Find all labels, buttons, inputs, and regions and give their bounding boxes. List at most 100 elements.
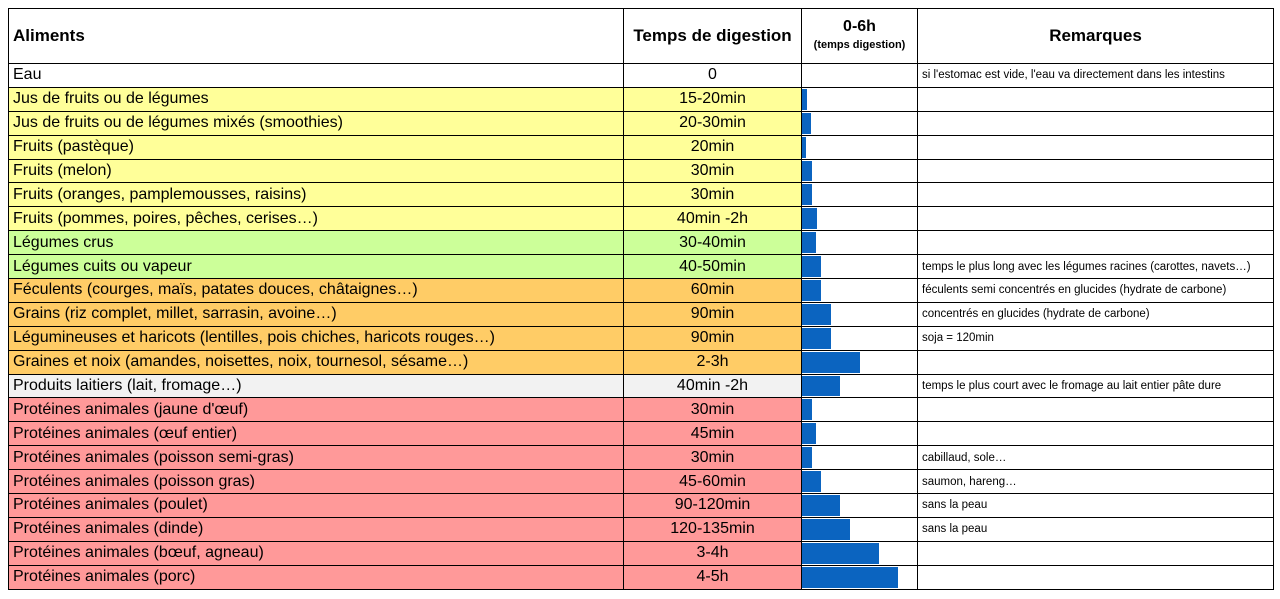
remark-cell: temps le plus court avec le fromage au l… xyxy=(917,373,1274,399)
data-bar xyxy=(802,542,879,564)
aliment-cell: Légumes crus xyxy=(8,230,624,256)
bar-cell xyxy=(801,134,918,160)
aliment-cell: Protéines animales (jaune d'œuf) xyxy=(8,397,624,423)
temps-cell: 30min xyxy=(623,445,802,471)
temps-cell: 90min xyxy=(623,325,802,351)
temps-cell: 30min xyxy=(623,182,802,208)
aliment-cell: Légumes cuits ou vapeur xyxy=(8,254,624,280)
aliment-cell: Fruits (pastèque) xyxy=(8,134,624,160)
data-bar xyxy=(802,423,817,445)
temps-cell: 120-135min xyxy=(623,516,802,542)
remark-cell xyxy=(917,158,1274,184)
table-row: Légumineuses et haricots (lentilles, poi… xyxy=(8,325,1274,351)
data-bar xyxy=(802,375,841,397)
remark-cell: saumon, hareng… xyxy=(917,469,1274,495)
aliment-cell: Protéines animales (porc) xyxy=(8,564,624,590)
temps-cell: 90-120min xyxy=(623,493,802,518)
temps-cell: 0 xyxy=(623,63,802,88)
bar-cell xyxy=(801,110,918,136)
temps-cell: 20-30min xyxy=(623,110,802,136)
aliment-cell: Protéines animales (poisson semi-gras) xyxy=(8,445,624,471)
temps-cell: 30min xyxy=(623,397,802,423)
table-row: Jus de fruits ou de légumes 15-20min xyxy=(8,86,1274,112)
remark-cell xyxy=(917,134,1274,160)
bar-cell xyxy=(801,397,918,423)
remark-cell: féculents semi concentrés en glucides (h… xyxy=(917,278,1274,303)
table-row: Grains (riz complet, millet, sarrasin, a… xyxy=(8,301,1274,327)
header-cell: 0-6h (temps digestion) xyxy=(801,8,918,64)
aliment-cell: Protéines animales (poulet) xyxy=(8,493,624,518)
bar-cell xyxy=(801,254,918,280)
data-bar xyxy=(802,566,898,588)
table-row: Produits laitiers (lait, fromage…) 40min … xyxy=(8,373,1274,399)
table-row: Légumes cuits ou vapeur 40-50min temps le … xyxy=(8,254,1274,280)
remark-cell: soja = 120min xyxy=(917,325,1274,351)
temps-cell: 40-50min xyxy=(623,254,802,280)
table-row: Protéines animales (dinde) 120-135min sans… xyxy=(8,516,1274,542)
bar-cell xyxy=(801,182,918,208)
bar-cell xyxy=(801,373,918,399)
remark-cell: temps le plus long avec les légumes raci… xyxy=(917,254,1274,280)
table-row: Légumes crus 30-40min xyxy=(8,230,1274,256)
aliment-cell: Protéines animales (œuf entier) xyxy=(8,421,624,447)
table-row: Protéines animales (poisson semi-gras) 30… xyxy=(8,445,1274,471)
table-row: Jus de fruits ou de légumes mixés (smoot… xyxy=(8,110,1274,136)
data-bar xyxy=(802,232,817,254)
remark-cell xyxy=(917,397,1274,423)
remark-cell xyxy=(917,206,1274,232)
temps-cell: 4-5h xyxy=(623,564,802,590)
temps-cell: 15-20min xyxy=(623,86,802,112)
temps-cell: 90min xyxy=(623,301,802,327)
bar-cell xyxy=(801,349,918,375)
table-row: Graines et noix (amandes, noisettes, noi… xyxy=(8,349,1274,375)
temps-cell: 45min xyxy=(623,421,802,447)
aliment-cell: Fruits (pommes, poires, pêches, cerises…… xyxy=(8,206,624,232)
remark-cell xyxy=(917,86,1274,112)
remark-cell: si l'estomac est vide, l'eau va directem… xyxy=(917,63,1274,88)
temps-cell: 60min xyxy=(623,278,802,303)
temps-cell: 30min xyxy=(623,158,802,184)
remark-cell: cabillaud, sole… xyxy=(917,445,1274,471)
table-row: Eau 0 si l'estomac est vide, l'eau va dire… xyxy=(8,63,1274,88)
data-bar xyxy=(802,495,841,516)
table-row: Protéines animales (œuf entier) 45min xyxy=(8,421,1274,447)
bar-subtitle: (temps digestion) xyxy=(813,39,906,51)
bar-cell xyxy=(801,469,918,495)
data-bar xyxy=(802,112,811,134)
temps-cell: 40min -2h xyxy=(623,206,802,232)
bar-cell xyxy=(801,206,918,232)
bar-cell xyxy=(801,445,918,471)
temps-cell: 2-3h xyxy=(623,349,802,375)
table-row: Fruits (melon) 30min xyxy=(8,158,1274,184)
aliment-cell: Jus de fruits ou de légumes mixés (smoot… xyxy=(8,110,624,136)
data-bar xyxy=(802,208,817,230)
remark-cell xyxy=(917,564,1274,590)
data-bar xyxy=(802,184,812,206)
table-row: Protéines animales (poisson gras) 45-60mi… xyxy=(8,469,1274,495)
data-bar xyxy=(802,256,822,278)
temps-cell: 3-4h xyxy=(623,540,802,566)
aliment-cell: Fruits (oranges, pamplemousses, raisins) xyxy=(8,182,624,208)
table-row: Protéines animales (poulet) 90-120min sans… xyxy=(8,493,1274,518)
remark-cell: concentrés en glucides (hydrate de carbo… xyxy=(917,301,1274,327)
header-row: Aliments Temps de digestion 0-6h (temps d… xyxy=(8,8,1274,64)
data-bar xyxy=(802,471,822,493)
bar-cell xyxy=(801,230,918,256)
temps-cell: 40min -2h xyxy=(623,373,802,399)
data-bar xyxy=(802,351,860,373)
remark-cell xyxy=(917,540,1274,566)
data-bar xyxy=(802,327,831,349)
remark-cell xyxy=(917,349,1274,375)
data-bar xyxy=(802,303,831,325)
aliment-cell: Protéines animales (bœuf, agneau) xyxy=(8,540,624,566)
aliment-cell: Graines et noix (amandes, noisettes, noi… xyxy=(8,349,624,375)
bar-cell xyxy=(801,540,918,566)
header-cell: Temps de digestion xyxy=(623,8,802,64)
temps-cell: 45-60min xyxy=(623,469,802,495)
aliment-cell: Produits laitiers (lait, fromage…) xyxy=(8,373,624,399)
bar-cell xyxy=(801,301,918,327)
table-row: Fruits (pommes, poires, pêches, cerises…… xyxy=(8,206,1274,232)
temps-cell: 20min xyxy=(623,134,802,160)
aliment-cell: Protéines animales (dinde) xyxy=(8,516,624,542)
